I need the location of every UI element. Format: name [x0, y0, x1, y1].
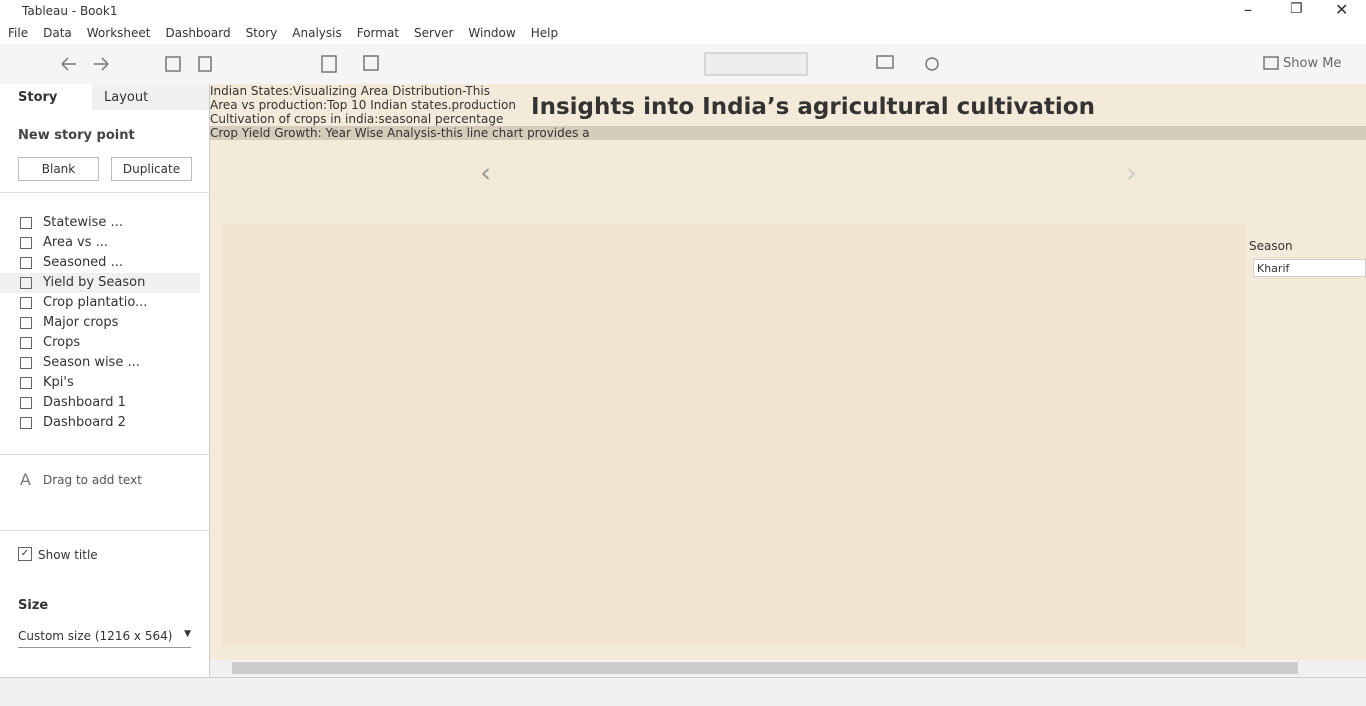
side-panel: Story Layout New story point Blank Dupli… [0, 84, 210, 677]
story-tab[interactable]: Story [0, 84, 92, 110]
sheet-tabs [0, 677, 1366, 706]
show-title: Show title [38, 548, 98, 562]
story-title: Insights into India’s agricultural culti… [531, 94, 1095, 120]
toolbar: Show Me [0, 44, 1366, 85]
sheet-item[interactable]: Statewise ... [0, 213, 200, 233]
sheet-item[interactable]: Area vs ... [0, 233, 200, 253]
menu-item[interactable]: Worksheet [86, 26, 151, 40]
chart [210, 84, 1366, 660]
menu-item[interactable]: Help [530, 26, 559, 40]
new-story-point: New story point [18, 128, 135, 143]
menu-bar: File Data Worksheet Dashboard Story Analysis F… [0, 22, 565, 44]
menu-item[interactable]: Story [245, 26, 278, 40]
chart-bg [221, 224, 1245, 646]
size-dropdown[interactable]: Custom size (1216 x 564) ▼ [18, 629, 191, 648]
sheet-item[interactable]: Season wise ... [0, 353, 200, 373]
show-me[interactable]: Show Me [1283, 56, 1342, 71]
restore[interactable]: ❐ [1290, 1, 1303, 17]
size-heading: Size [18, 598, 49, 613]
menu-item[interactable]: Data [43, 26, 72, 40]
blank-button[interactable]: Blank [18, 157, 99, 181]
minimize[interactable]: – [1244, 0, 1252, 19]
filter-value[interactable]: Kharif [1253, 259, 1366, 277]
sheet-item[interactable]: Dashboard 1 [0, 393, 200, 413]
menu-item[interactable]: Dashboard [165, 26, 231, 40]
scrollbar[interactable] [210, 660, 1366, 677]
window-title: Tableau - Book1 [22, 4, 118, 18]
menu-item[interactable]: Server [414, 26, 454, 40]
sheet-item[interactable]: Crops [0, 333, 200, 353]
size-value: Custom size (1216 x 564) [18, 629, 173, 643]
story-point[interactable]: Area vs production:Top 10 Indian states.… [210, 98, 516, 112]
close[interactable]: ✕ [1335, 0, 1349, 19]
sheet-item[interactable]: Major crops [0, 313, 200, 333]
title-bar: Tableau - Book1 – ❐ ✕ [0, 0, 1366, 22]
sheet-item[interactable]: Kpi's [0, 373, 200, 393]
duplicate-button[interactable]: Duplicate [111, 157, 192, 181]
sheet-list: Statewise ... Area vs ... Seasoned ... Yiel… [0, 213, 200, 441]
drag-text[interactable]: Drag to add text [43, 473, 142, 487]
menu-item[interactable]: File [8, 26, 29, 40]
menu-item[interactable]: Analysis [292, 26, 342, 40]
menu-item[interactable]: Format [356, 26, 400, 40]
story-point[interactable]: Crop Yield Growth: Year Wise Analysis-th… [210, 126, 1366, 140]
prev-arrow[interactable]: ‹ [480, 156, 492, 189]
filter-title: Season [1249, 239, 1293, 253]
sheet-item[interactable]: Seasoned ... [0, 253, 200, 273]
story-area: Insights into India’s agricultural culti… [210, 84, 1366, 660]
layout-tab[interactable]: Layout [92, 84, 209, 110]
story-point[interactable]: Indian States:Visualizing Area Distribut… [210, 84, 490, 98]
sheet-item[interactable]: Dashboard 2 [0, 413, 200, 433]
next-arrow[interactable]: › [1126, 156, 1138, 189]
menu-item[interactable]: Window [468, 26, 516, 40]
sheet-item[interactable]: Yield by Season [0, 273, 200, 293]
toolbar-icons [61, 52, 1279, 76]
sheet-item[interactable]: Crop plantatio... [0, 293, 200, 313]
show-title-checkbox[interactable]: ✓ [18, 547, 32, 561]
story-point[interactable]: Cultivation of crops in india:seasonal p… [210, 112, 504, 126]
